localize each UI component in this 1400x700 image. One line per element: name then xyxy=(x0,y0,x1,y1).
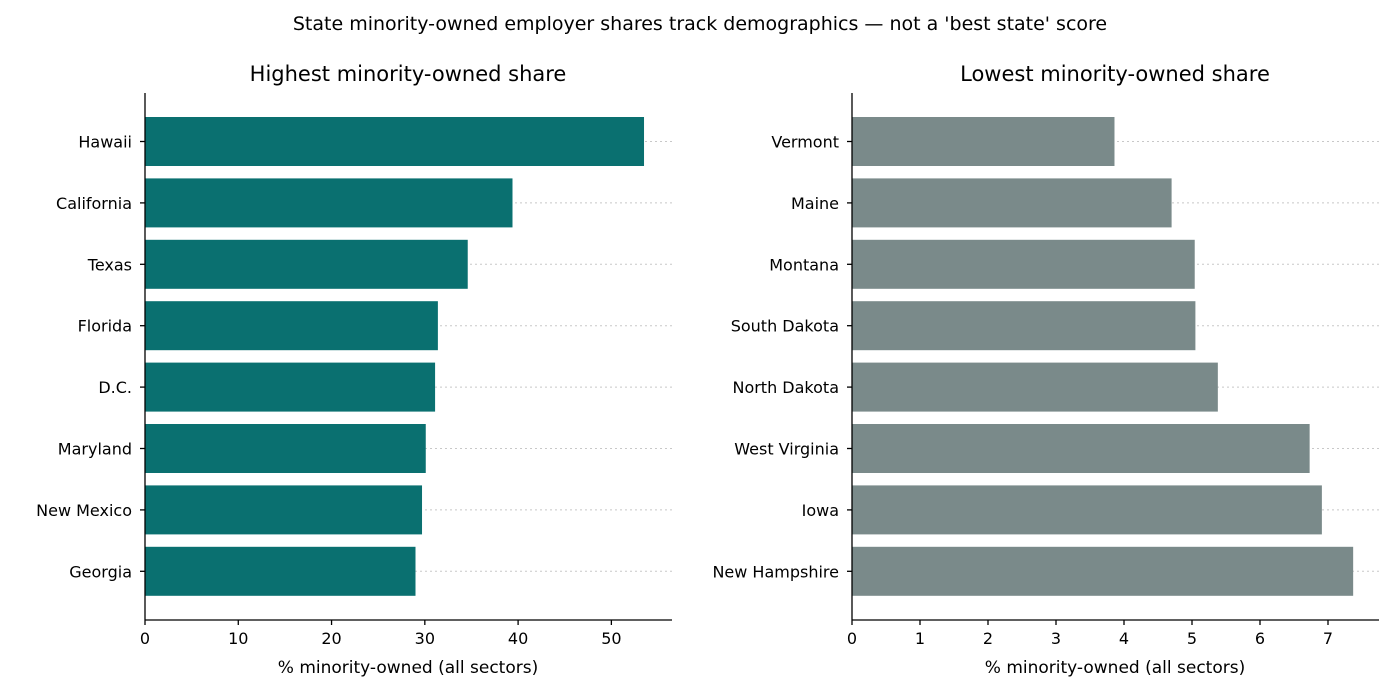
y-tick-label-lowest: South Dakota xyxy=(731,317,839,336)
panel-title-highest: Highest minority-owned share xyxy=(250,62,567,86)
bar-lowest-montana xyxy=(852,239,1195,289)
bar-lowest-south-dakota xyxy=(852,301,1196,351)
y-tick-label-highest: Georgia xyxy=(69,562,132,581)
y-tick-label-lowest: Maine xyxy=(791,194,839,213)
y-tick-label-highest: Hawaii xyxy=(78,133,132,152)
x-tick-label-lowest: 2 xyxy=(983,629,993,648)
bar-lowest-north-dakota xyxy=(852,362,1218,412)
bar-highest-new-mexico xyxy=(145,485,423,535)
bar-highest-florida xyxy=(145,301,438,351)
y-tick-label-lowest: Vermont xyxy=(771,133,839,152)
y-tick-label-highest: D.C. xyxy=(98,378,132,397)
x-tick-label-lowest: 0 xyxy=(847,629,857,648)
bar-highest-d-c xyxy=(145,362,436,412)
x-tick-label-highest: 20 xyxy=(321,629,341,648)
panel-title-lowest: Lowest minority-owned share xyxy=(960,62,1270,86)
x-tick-label-lowest: 4 xyxy=(1119,629,1129,648)
bar-lowest-west-virginia xyxy=(852,424,1310,473)
y-tick-label-highest: Texas xyxy=(87,255,132,274)
bar-highest-texas xyxy=(145,239,468,289)
x-tick-label-lowest: 7 xyxy=(1323,629,1333,648)
bar-lowest-vermont xyxy=(852,117,1115,166)
y-tick-label-lowest: Iowa xyxy=(802,501,839,520)
bar-lowest-new-hampshire xyxy=(852,546,1354,596)
x-tick-label-lowest: 3 xyxy=(1051,629,1061,648)
x-tick-label-highest: 50 xyxy=(601,629,621,648)
panel-lowest: Lowest minority-owned share % minority-o… xyxy=(712,62,1379,678)
y-tick-label-highest: Florida xyxy=(78,317,132,336)
x-tick-label-highest: 0 xyxy=(140,629,150,648)
x-tick-label-highest: 10 xyxy=(228,629,248,648)
y-tick-label-lowest: New Hampshire xyxy=(712,562,839,581)
y-tick-label-lowest: North Dakota xyxy=(732,378,839,397)
panel-highest: Highest minority-owned share % minority-… xyxy=(36,62,672,678)
bar-highest-maryland xyxy=(145,424,426,473)
bar-highest-georgia xyxy=(145,546,416,596)
bar-highest-california xyxy=(145,178,513,228)
y-tick-label-highest: New Mexico xyxy=(36,501,132,520)
y-tick-label-highest: California xyxy=(56,194,132,213)
y-tick-label-lowest: Montana xyxy=(769,255,839,274)
x-tick-label-lowest: 1 xyxy=(915,629,925,648)
x-axis-label-lowest: % minority-owned (all sectors) xyxy=(985,658,1245,678)
x-tick-label-lowest: 6 xyxy=(1255,629,1265,648)
y-tick-label-highest: Maryland xyxy=(58,440,132,459)
bar-lowest-iowa xyxy=(852,485,1322,535)
y-tick-label-lowest: West Virginia xyxy=(734,440,839,459)
bar-lowest-maine xyxy=(852,178,1172,228)
bar-highest-hawaii xyxy=(145,117,645,166)
x-axis-label-highest: % minority-owned (all sectors) xyxy=(278,658,538,678)
x-tick-label-lowest: 5 xyxy=(1187,629,1197,648)
figure-suptitle: State minority-owned employer shares tra… xyxy=(293,13,1107,35)
x-tick-label-highest: 40 xyxy=(508,629,528,648)
x-tick-label-highest: 30 xyxy=(415,629,435,648)
